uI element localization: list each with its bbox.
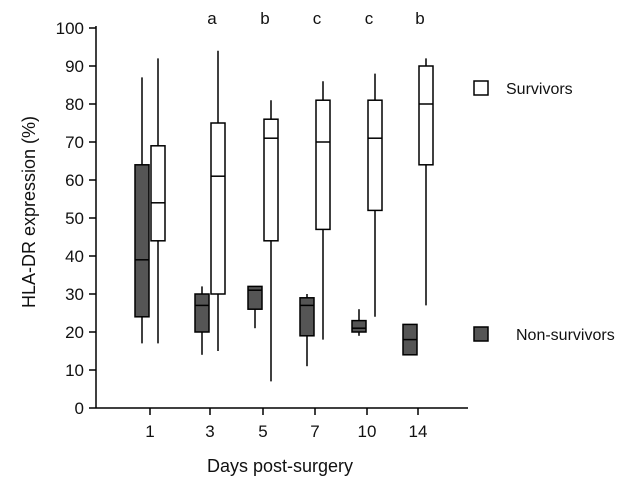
significance-label: b	[415, 9, 424, 28]
significance-label: b	[260, 9, 269, 28]
significance-label: c	[313, 9, 322, 28]
box-non-survivors	[299, 297, 315, 337]
x-tick-label: 1	[145, 422, 154, 441]
box-non-survivors	[351, 319, 367, 333]
box-survivors	[315, 99, 331, 231]
legend: Survivors Non-survivors	[473, 80, 615, 344]
y-tick-label: 60	[65, 171, 84, 190]
legend-swatch	[473, 326, 489, 342]
y-tick-label: 100	[56, 19, 84, 38]
y-tick-label: 10	[65, 361, 84, 380]
y-tick-label: 0	[75, 399, 84, 418]
y-tick-label: 30	[65, 285, 84, 304]
legend-label: Survivors	[506, 81, 573, 98]
y-tick-label: 80	[65, 95, 84, 114]
x-tick-label: 3	[205, 422, 214, 441]
box-non-survivors	[194, 293, 210, 333]
box-survivors	[263, 118, 279, 242]
significance-label: c	[365, 9, 374, 28]
box-survivors	[367, 99, 383, 212]
box-non-survivors	[247, 285, 263, 310]
box-non-survivors	[134, 164, 150, 318]
y-tick-label: 40	[65, 247, 84, 266]
x-axis-title: Days post-surgery	[207, 456, 353, 476]
y-tick-label: 20	[65, 323, 84, 342]
y-tick-label: 70	[65, 133, 84, 152]
x-tick-label: 5	[258, 422, 267, 441]
legend-swatch	[473, 80, 489, 96]
box-survivors	[418, 65, 434, 166]
y-tick-label: 90	[65, 57, 84, 76]
x-tick-label: 10	[358, 422, 377, 441]
box-survivors	[210, 122, 226, 295]
axes: 0 10 20 30 40 50 60 70 80 90 100 1 3 5 7 10 14	[56, 19, 468, 441]
x-tick-label: 7	[310, 422, 319, 441]
box-survivors	[150, 145, 166, 242]
significance-label: a	[207, 9, 217, 28]
x-tick-label: 14	[409, 422, 428, 441]
y-axis-title: HLA-DR expression (%)	[19, 116, 39, 308]
legend-label: Non-survivors	[516, 327, 615, 344]
y-tick-label: 50	[65, 209, 84, 228]
